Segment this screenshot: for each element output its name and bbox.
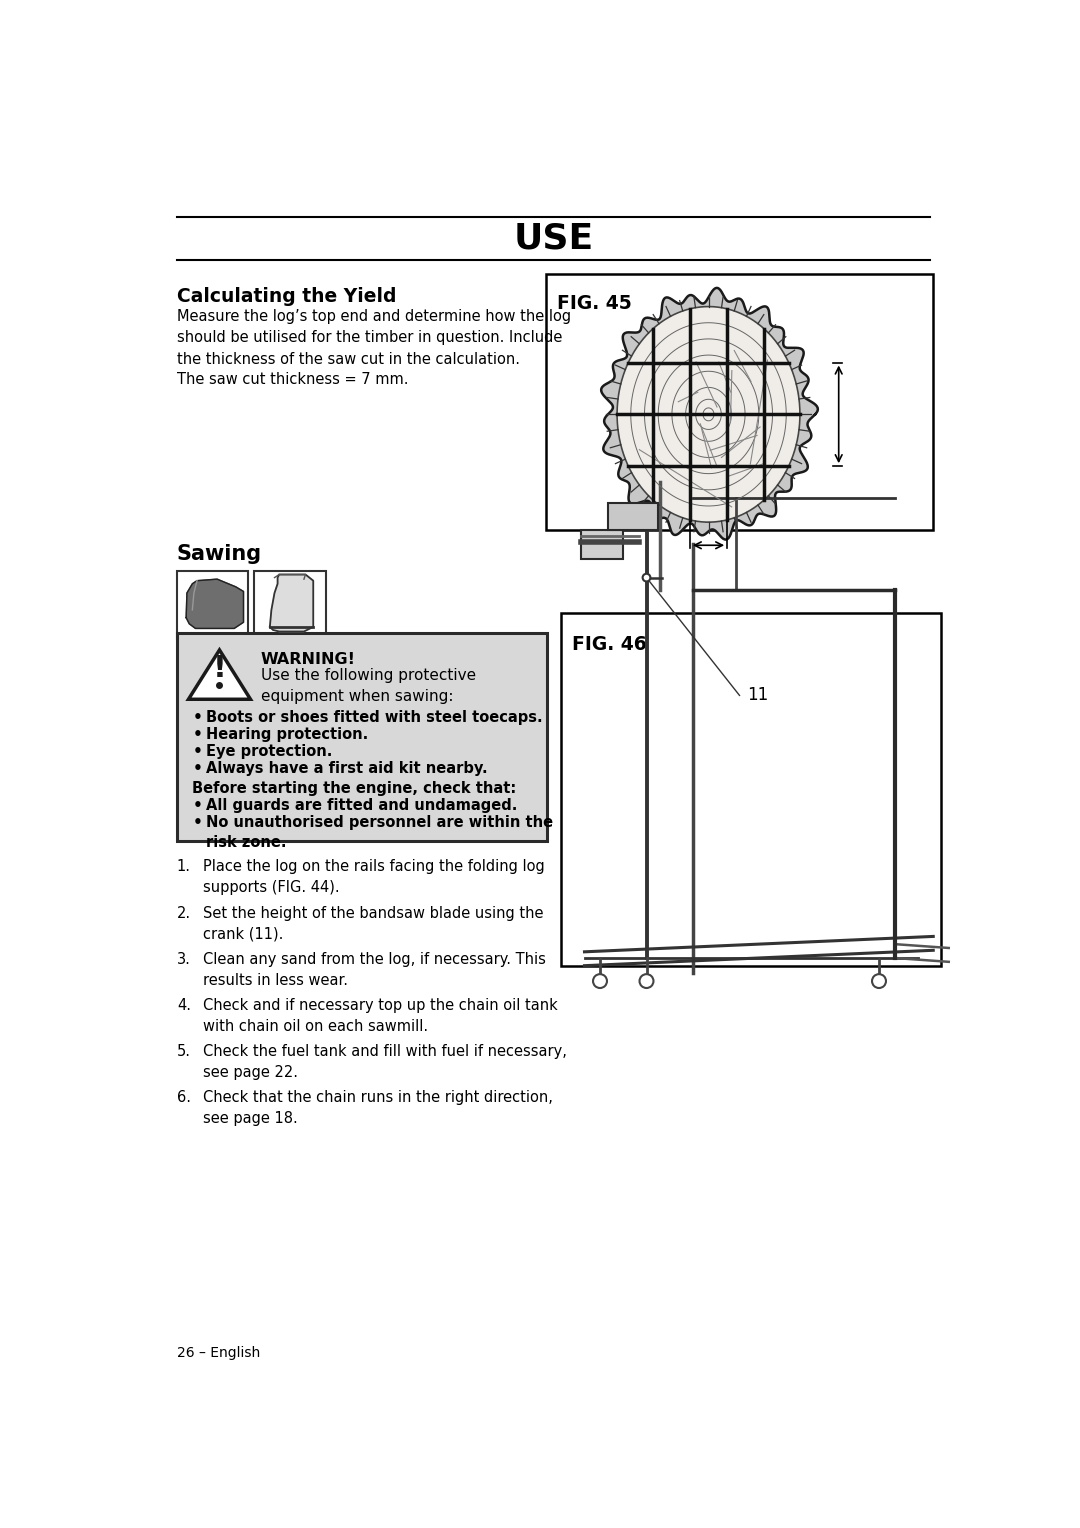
Text: Calculating the Yield: Calculating the Yield <box>177 287 396 306</box>
Polygon shape <box>189 649 251 700</box>
Circle shape <box>593 975 607 989</box>
Text: Sawing: Sawing <box>177 544 262 564</box>
Bar <box>177 633 548 840</box>
Text: 1.: 1. <box>177 859 191 874</box>
Text: 6.: 6. <box>177 1091 191 1105</box>
Text: •: • <box>192 727 202 743</box>
Polygon shape <box>270 575 313 631</box>
Polygon shape <box>186 579 243 628</box>
Circle shape <box>639 975 653 989</box>
Text: 5.: 5. <box>177 1044 191 1059</box>
Text: The saw cut thickness = 7 mm.: The saw cut thickness = 7 mm. <box>177 371 408 387</box>
Text: FIG. 46: FIG. 46 <box>572 634 647 654</box>
Circle shape <box>872 975 886 989</box>
Polygon shape <box>617 307 800 523</box>
Text: •: • <box>192 711 202 726</box>
Text: !: ! <box>213 654 227 683</box>
Text: 2.: 2. <box>177 906 191 920</box>
Text: USE: USE <box>513 222 594 255</box>
Text: Place the log on the rails facing the folding log
supports (FIG. 44).: Place the log on the rails facing the fo… <box>203 859 545 895</box>
Text: •: • <box>192 798 202 813</box>
Polygon shape <box>602 287 818 539</box>
Text: Hearing protection.: Hearing protection. <box>206 727 368 743</box>
Bar <box>545 274 933 530</box>
Text: Eye protection.: Eye protection. <box>206 744 333 759</box>
Text: All guards are fitted and undamaged.: All guards are fitted and undamaged. <box>206 798 517 813</box>
Bar <box>608 503 658 530</box>
Text: 3.: 3. <box>177 952 191 967</box>
Text: No unauthorised personnel are within the
risk zone.: No unauthorised personnel are within the… <box>206 814 553 850</box>
Bar <box>562 613 941 966</box>
Text: Use the following protective
equipment when sawing:: Use the following protective equipment w… <box>260 668 475 704</box>
Text: •: • <box>192 814 202 830</box>
Text: FIG. 45: FIG. 45 <box>556 295 632 313</box>
Text: •: • <box>192 761 202 776</box>
Text: Before starting the engine, check that:: Before starting the engine, check that: <box>192 781 516 796</box>
Text: 11: 11 <box>747 686 769 704</box>
Text: 4.: 4. <box>177 998 191 1013</box>
Bar <box>581 530 623 559</box>
Text: Check and if necessary top up the chain oil tank
with chain oil on each sawmill.: Check and if necessary top up the chain … <box>203 998 558 1034</box>
Bar <box>255 571 326 639</box>
Text: Measure the log’s top end and determine how the log
should be utilised for the t: Measure the log’s top end and determine … <box>177 309 571 367</box>
Text: 26 – English: 26 – English <box>177 1346 260 1360</box>
Text: Always have a first aid kit nearby.: Always have a first aid kit nearby. <box>206 761 488 776</box>
Text: Check the fuel tank and fill with fuel if necessary,
see page 22.: Check the fuel tank and fill with fuel i… <box>203 1044 567 1080</box>
Circle shape <box>643 573 650 582</box>
Text: Clean any sand from the log, if necessary. This
results in less wear.: Clean any sand from the log, if necessar… <box>203 952 546 987</box>
Text: WARNING!: WARNING! <box>260 651 355 666</box>
Text: •: • <box>192 744 202 759</box>
Text: Boots or shoes fitted with steel toecaps.: Boots or shoes fitted with steel toecaps… <box>206 711 543 726</box>
Text: Set the height of the bandsaw blade using the
crank (11).: Set the height of the bandsaw blade usin… <box>203 906 543 941</box>
Text: Check that the chain runs in the right direction,
see page 18.: Check that the chain runs in the right d… <box>203 1091 553 1126</box>
Bar <box>177 571 248 639</box>
